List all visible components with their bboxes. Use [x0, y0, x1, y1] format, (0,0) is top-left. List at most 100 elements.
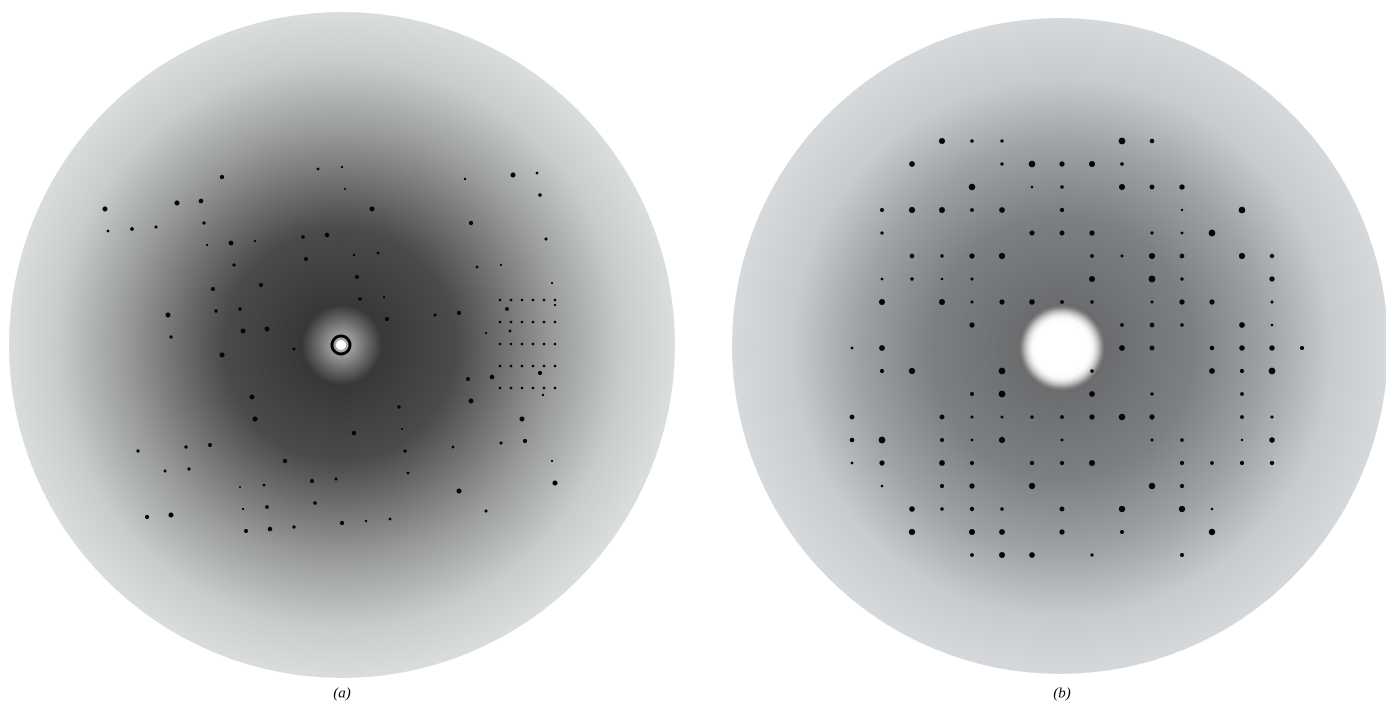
diffraction-spot [969, 184, 976, 191]
diffraction-spot [1059, 529, 1064, 534]
diffraction-spot [940, 415, 945, 420]
diffraction-spot [1031, 186, 1034, 189]
diffraction-spot [879, 345, 885, 351]
diffraction-spot [145, 515, 149, 519]
diffraction-spot [511, 173, 516, 178]
diffraction-spot [1239, 207, 1246, 214]
diffraction-spot [1270, 461, 1274, 465]
diffraction-spot [1120, 530, 1124, 534]
diffraction-spot [397, 405, 400, 408]
diffraction-spot [544, 237, 547, 240]
diffraction-spot [1180, 277, 1183, 280]
diffraction-spot [971, 439, 974, 442]
diffraction-spot [175, 201, 180, 206]
diffraction-spot [881, 278, 884, 281]
beam-center [336, 340, 346, 350]
diffraction-spot [1150, 231, 1153, 234]
diffraction-spot [1240, 369, 1244, 373]
diffraction-spot [1181, 232, 1184, 235]
diffraction-spot [1180, 461, 1184, 465]
diffraction-spot [850, 415, 855, 420]
diffraction-spot [879, 299, 885, 305]
diffraction-spot [999, 437, 1005, 443]
diffraction-spot [1269, 437, 1274, 442]
diffraction-spot [536, 172, 539, 175]
diffraction-spot [970, 139, 974, 143]
diffraction-spot [499, 299, 502, 302]
diffraction-spot [1059, 161, 1064, 166]
diffraction-spot [969, 322, 974, 327]
diffraction-spot [1150, 139, 1154, 143]
diffraction-spot [909, 368, 915, 374]
diffraction-spot [155, 226, 158, 229]
diffraction-spot [499, 321, 502, 324]
diffraction-spot [239, 486, 241, 488]
diffraction-spot [1271, 301, 1274, 304]
diffraction-spot [999, 552, 1005, 558]
beam-halo [1022, 308, 1102, 388]
diffraction-spot [1241, 439, 1243, 441]
diffraction-spot [1119, 138, 1126, 145]
diffraction-spot [301, 235, 304, 238]
diffraction-spot [521, 365, 524, 368]
figure: (a) (b) [0, 0, 1386, 709]
diffraction-spot [909, 207, 915, 213]
diffraction-spot [1089, 414, 1094, 419]
diffraction-spot [1240, 392, 1244, 396]
diffraction-spot [1089, 460, 1095, 466]
diffraction-spot [1209, 529, 1215, 535]
diffraction-spot [263, 484, 266, 487]
diffraction-spot [970, 392, 974, 396]
diffraction-spot [1210, 346, 1215, 351]
diffraction-spot [499, 441, 502, 444]
diffraction-spot [1119, 345, 1125, 351]
diffraction-spot [520, 417, 525, 422]
diffraction-spot [1270, 415, 1273, 418]
diffraction-spot [476, 266, 479, 269]
diffraction-spot [554, 321, 557, 324]
diffraction-spot [970, 277, 973, 280]
diffraction-spot [554, 304, 556, 306]
diffraction-spot [1000, 139, 1003, 142]
diffraction-spot [1179, 299, 1184, 304]
diffraction-spot [1270, 254, 1274, 258]
diffraction-spot [1119, 506, 1125, 512]
diffraction-spot [969, 253, 974, 258]
diffraction-spot [909, 529, 915, 535]
diffraction-spot [1180, 254, 1185, 259]
diffraction-spot [543, 343, 546, 346]
diffraction-spot [1209, 299, 1214, 304]
diffraction-spot [485, 510, 488, 513]
diffraction-spot [499, 343, 502, 346]
diffraction-spot [1209, 230, 1216, 237]
diffraction-spot [1029, 552, 1035, 558]
diffraction-spot [510, 299, 513, 302]
diffraction-spot [1269, 368, 1276, 375]
diffraction-spot [1180, 323, 1183, 326]
diffraction-spot [214, 309, 217, 312]
diffraction-spot [1180, 438, 1184, 442]
diffraction-spot [1180, 553, 1184, 557]
diffraction-spot [136, 449, 139, 452]
diffraction-spot [1269, 345, 1274, 350]
diffraction-spot [1029, 230, 1034, 235]
diffraction-spot [543, 321, 546, 324]
diffraction-spot [1209, 368, 1215, 374]
diffraction-spot [1090, 254, 1094, 258]
diffraction-spot [521, 387, 524, 390]
diffraction-spot [940, 507, 943, 510]
diffraction-spot [1060, 231, 1065, 236]
diffraction-spot [317, 168, 320, 171]
diffraction-spot [1030, 461, 1034, 465]
diffraction-spot [340, 521, 344, 525]
diffraction-spot [971, 416, 974, 419]
diffraction-spot [500, 264, 502, 266]
diffraction-spot [1211, 508, 1214, 511]
diffraction-spot [939, 460, 945, 466]
diffraction-spot [880, 369, 884, 373]
diffraction-spot [313, 501, 317, 505]
diffraction-spot [1060, 461, 1064, 465]
diffraction-spot [385, 317, 389, 321]
diffraction-spot [469, 221, 473, 225]
diffraction-spot [283, 459, 287, 463]
